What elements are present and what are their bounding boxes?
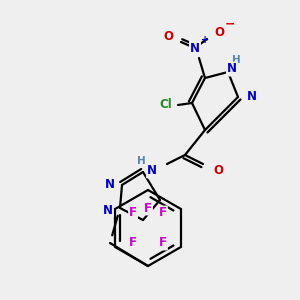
Text: Cl: Cl bbox=[160, 98, 172, 112]
Text: F: F bbox=[144, 202, 152, 214]
Text: H: H bbox=[136, 156, 146, 166]
Text: O: O bbox=[213, 164, 223, 178]
Text: O: O bbox=[214, 26, 224, 38]
Text: N: N bbox=[227, 62, 237, 76]
Text: O: O bbox=[163, 29, 173, 43]
Text: F: F bbox=[129, 206, 137, 220]
Text: H: H bbox=[232, 55, 240, 65]
Text: +: + bbox=[201, 35, 209, 45]
Text: F: F bbox=[129, 236, 137, 250]
Text: F: F bbox=[159, 236, 167, 250]
Text: N: N bbox=[105, 178, 115, 191]
Text: N: N bbox=[247, 91, 257, 103]
Text: N: N bbox=[190, 41, 200, 55]
Text: N: N bbox=[147, 164, 157, 178]
Text: N: N bbox=[103, 203, 113, 217]
Text: F: F bbox=[159, 206, 167, 220]
Text: −: − bbox=[225, 17, 235, 31]
